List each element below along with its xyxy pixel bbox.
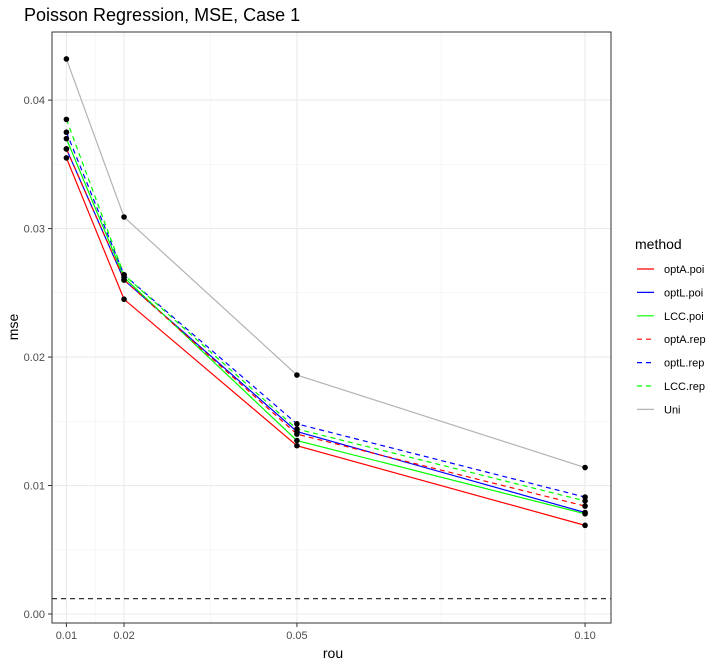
plot-border <box>51 31 612 624</box>
data-point-optL.rep <box>294 421 300 427</box>
points-group <box>63 56 588 529</box>
data-point-LCC.rep <box>294 426 300 432</box>
series-group <box>65 58 586 526</box>
legend-title: method <box>635 236 682 252</box>
data-point-optA.poi <box>63 155 70 161</box>
x-tick-label: 0.05 <box>286 630 307 642</box>
data-point-LCC.poi <box>63 135 70 142</box>
data-point-optA.rep <box>63 146 70 152</box>
data-point-optL.rep <box>582 494 588 500</box>
y-tick-label: 0.04 <box>24 95 45 107</box>
data-point-optA.rep <box>582 503 588 509</box>
legend-items: optA.poi optL.poi LCC.poi optA.rep optL.rep L… <box>637 264 706 416</box>
series-line-Uni <box>65 58 586 469</box>
data-point-optA.poi <box>294 442 300 449</box>
series-line-optA.poi <box>65 157 586 526</box>
x-axis-ticks: 0.01 0.02 0.05 0.10 <box>56 623 596 642</box>
series-line-optA.rep <box>65 148 586 507</box>
legend-label-optL.rep: optL.rep <box>664 358 704 370</box>
x-tick-label: 0.10 <box>574 630 595 642</box>
data-point-Uni <box>582 464 588 471</box>
x-tick-label: 0.01 <box>56 630 77 642</box>
y-tick-label: 0.03 <box>24 224 45 236</box>
y-axis-title: mse <box>5 314 21 341</box>
legend-label-LCC.poi: LCC.poi <box>664 311 704 323</box>
legend-label-Uni: Uni <box>664 404 681 416</box>
data-point-Uni <box>294 372 300 378</box>
data-point-LCC.rep <box>582 498 588 504</box>
series-line-LCC.rep <box>65 119 586 502</box>
data-point-optA.rep <box>121 277 127 283</box>
x-axis-title: rou <box>323 645 343 661</box>
data-point-Uni <box>121 214 127 220</box>
chart-title: Poisson Regression, MSE, Case 1 <box>24 5 300 25</box>
legend-label-optA.rep: optA.rep <box>664 334 706 346</box>
data-point-LCC.rep <box>63 116 70 123</box>
data-point-Uni <box>63 56 70 62</box>
legend: method optA.poioptL.poiLCC.poioptA.repop… <box>635 236 706 416</box>
legend-label-LCC.rep: LCC.rep <box>664 381 705 393</box>
y-axis-ticks: 0.00 0.01 0.02 0.03 0.04 <box>24 95 52 621</box>
plot-panel <box>51 31 612 624</box>
x-tick-label: 0.02 <box>113 630 134 642</box>
y-tick-label: 0.01 <box>24 481 45 493</box>
data-point-LCC.poi <box>582 510 588 517</box>
data-point-LCC.rep <box>121 272 127 278</box>
data-point-optA.poi <box>582 522 588 529</box>
data-point-optL.rep <box>63 129 70 136</box>
data-point-optA.rep <box>294 431 300 437</box>
y-tick-label: 0.00 <box>24 609 45 621</box>
series-line-optL.poi <box>65 148 586 514</box>
data-point-optA.poi <box>121 296 127 303</box>
y-tick-label: 0.02 <box>24 352 45 364</box>
legend-label-optA.poi: optA.poi <box>664 264 704 276</box>
series-line-optL.rep <box>65 131 586 498</box>
data-point-LCC.poi <box>294 437 300 444</box>
legend-label-optL.poi: optL.poi <box>664 287 703 299</box>
series-line-LCC.poi <box>65 138 586 515</box>
